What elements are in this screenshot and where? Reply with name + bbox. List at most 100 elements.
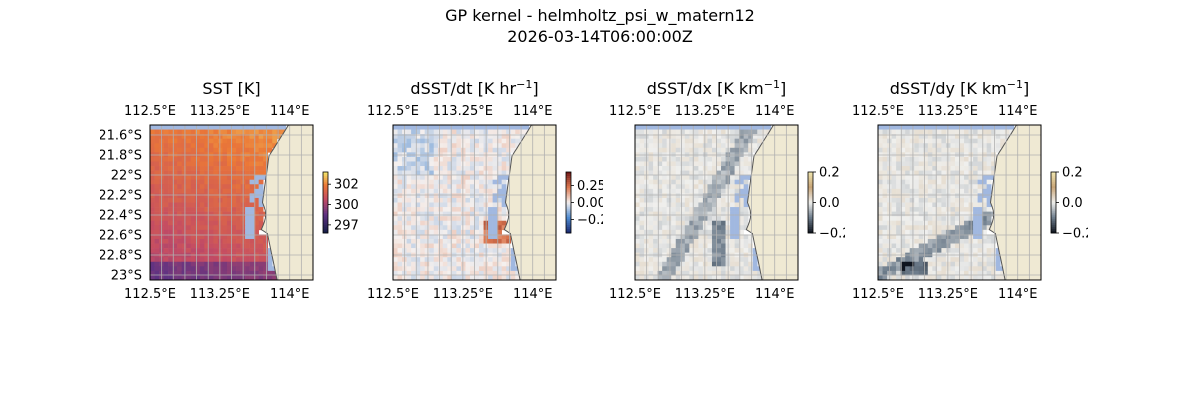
heatmap-cell (680, 257, 686, 263)
heatmap-cell (515, 143, 521, 149)
heatmap-cell (909, 257, 915, 263)
heatmap-cell (460, 202, 466, 208)
heatmap-cell (662, 184, 667, 190)
heatmap-cell (433, 202, 439, 208)
heatmap-cell (204, 261, 210, 267)
heatmap-cell (923, 175, 929, 181)
heatmap-cell (752, 266, 758, 272)
heatmap-cell (150, 129, 155, 135)
heatmap-cell (442, 170, 448, 176)
heatmap-cell (451, 175, 457, 181)
heatmap-cell (497, 243, 502, 249)
heatmap-cell (199, 143, 205, 149)
heatmap-cell (406, 184, 412, 190)
heatmap-cell (707, 188, 713, 194)
heatmap-cell (680, 234, 686, 240)
heatmap-cell (973, 170, 978, 176)
heatmap-cell (991, 257, 997, 263)
heatmap-cell (415, 166, 421, 171)
heatmap-cell (648, 261, 654, 267)
heatmap-cell (734, 202, 740, 208)
heatmap-cell (236, 229, 241, 235)
heatmap-cell (914, 216, 920, 222)
heatmap-cell (469, 216, 475, 222)
heatmap-cell (675, 257, 681, 263)
heatmap-cell (465, 229, 471, 235)
heatmap-cell (878, 275, 883, 281)
heatmap-cell (236, 193, 241, 199)
heatmap-cell (964, 129, 969, 135)
heatmap-cell (447, 175, 453, 181)
heatmap-cell (896, 193, 901, 199)
heatmap-cell (433, 193, 439, 199)
heatmap-cell (245, 225, 250, 231)
heatmap-cell (639, 202, 645, 208)
heatmap-cell (497, 138, 502, 144)
heatmap-cell (415, 220, 421, 226)
heatmap-cell (734, 234, 740, 240)
heatmap-cell (456, 266, 462, 272)
heatmap-cell (465, 257, 471, 263)
heatmap-cell (172, 125, 178, 130)
panel-dsst-dy: dSST/dy [K km−1]112.5°E112.5°E113.25°E11… (852, 78, 1088, 302)
heatmap-cell (415, 170, 421, 176)
heatmap-cell (204, 238, 210, 244)
heatmap-cell (635, 211, 640, 217)
heatmap-cell (721, 220, 726, 226)
heatmap-cell (442, 202, 448, 208)
heatmap-cell (896, 197, 901, 203)
heatmap-cell (267, 134, 273, 139)
heatmap-cell (424, 179, 430, 185)
heatmap-cell (199, 193, 205, 199)
heatmap-cell (905, 193, 910, 199)
heatmap-cell (204, 229, 210, 235)
heatmap-cell (666, 129, 672, 135)
heatmap-cell (254, 266, 259, 272)
heatmap-cell (982, 211, 987, 217)
heatmap-cell (506, 138, 512, 144)
heatmap-cell (1000, 134, 1006, 139)
heatmap-cell (689, 225, 695, 231)
heatmap-cell (675, 170, 681, 176)
heatmap-cell (226, 170, 232, 176)
heatmap-cell (181, 170, 187, 176)
heatmap-cell (226, 234, 232, 240)
heatmap-cell (460, 175, 466, 181)
heatmap-cell (716, 248, 722, 253)
heatmap-cell (896, 257, 901, 263)
heatmap-cell (226, 161, 232, 167)
heatmap-cell (415, 248, 421, 253)
heatmap-cell (964, 229, 969, 235)
heatmap-cell (752, 129, 758, 135)
heatmap-cell (150, 234, 155, 240)
axes-frame (634, 124, 799, 281)
heatmap-cell (698, 202, 704, 208)
heatmap-cell (671, 125, 677, 130)
heatmap-cell (707, 125, 713, 130)
heatmap-cell (488, 261, 493, 267)
heatmap-cell (429, 147, 435, 153)
heatmap-cell (168, 138, 173, 144)
heatmap-cell (1000, 270, 1006, 276)
heatmap-cell (438, 188, 444, 194)
heatmap-cell (208, 143, 214, 149)
heatmap-cell (172, 166, 178, 171)
heatmap-cell (878, 147, 883, 153)
heatmap-cell (510, 143, 516, 149)
heatmap-cell (245, 147, 250, 153)
heatmap-cell (730, 179, 735, 185)
heatmap-cell (662, 202, 667, 208)
heatmap-cell (506, 170, 512, 176)
heatmap-cell (752, 134, 758, 139)
heatmap-cell (716, 270, 722, 276)
colorbar-segment (808, 216, 813, 220)
heatmap-cell (734, 243, 740, 249)
land-mass (503, 124, 557, 281)
heatmap-cell (226, 216, 232, 222)
heatmap-cell (469, 134, 475, 139)
heatmap-cell (465, 234, 471, 240)
heatmap-cell (258, 211, 264, 217)
heatmap-cell (914, 170, 920, 176)
heatmap-cell (639, 216, 645, 222)
